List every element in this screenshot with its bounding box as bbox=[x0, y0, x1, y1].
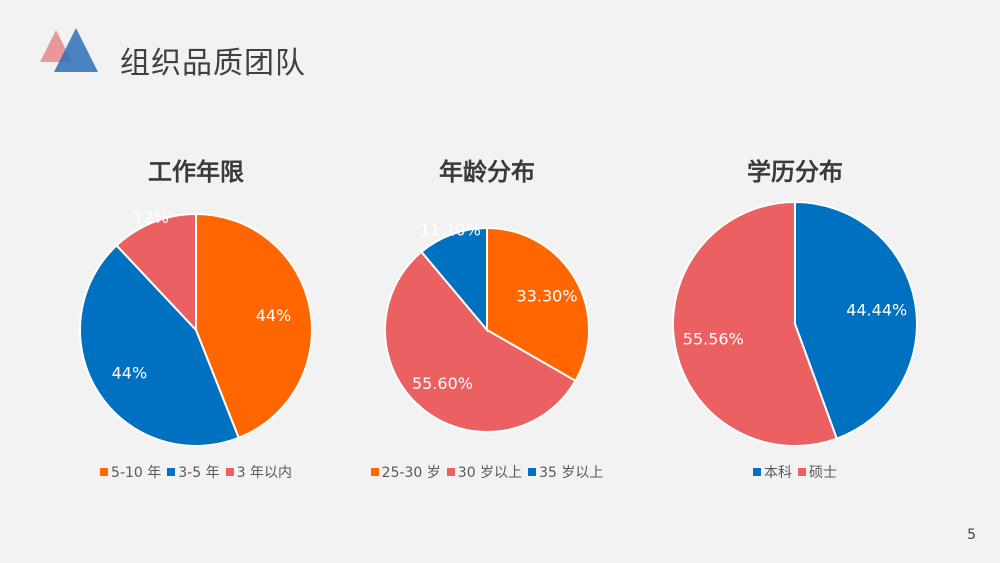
legend-swatch-icon bbox=[167, 468, 176, 476]
page-title: 组织品质团队 bbox=[120, 46, 306, 81]
legend-item: 硕士 bbox=[798, 462, 837, 482]
pie-slice bbox=[384, 250, 577, 433]
legend-item: 3 年以内 bbox=[225, 462, 292, 482]
pie-slice bbox=[420, 226, 488, 333]
chart-title: 学历分布 bbox=[747, 158, 843, 186]
data-label: 44% bbox=[256, 306, 292, 325]
pie-chart: 44.44% 55.56% bbox=[672, 200, 918, 447]
legend-label: 35 岁以上 bbox=[539, 465, 604, 481]
data-label: 44% bbox=[112, 363, 148, 382]
data-label: 12% bbox=[133, 208, 169, 227]
chart-legend: 25-30 岁 30 岁以上 35 岁以上 bbox=[337, 462, 637, 482]
legend-label: 25-30 岁 bbox=[381, 465, 441, 481]
pie-slice bbox=[486, 226, 590, 383]
data-label: 55.60% bbox=[412, 374, 473, 393]
chart-age-distribution: 年龄分布 33.30% 55.60% 11.10% 25-30 岁 30 岁以上 35 … bbox=[337, 150, 637, 490]
chart-title: 工作年限 bbox=[148, 158, 244, 186]
data-label: 55.56% bbox=[683, 329, 744, 348]
legend-swatch-icon bbox=[753, 468, 761, 476]
legend-label: 5-10 年 bbox=[111, 465, 162, 481]
legend-swatch-icon bbox=[100, 468, 109, 476]
data-label: 33.30% bbox=[517, 286, 578, 305]
legend-label: 硕士 bbox=[809, 465, 837, 481]
legend-swatch-icon bbox=[446, 468, 455, 476]
chart-legend: 5-10 年 3-5 年 3 年以内 bbox=[46, 462, 346, 482]
pie-slice bbox=[79, 244, 241, 447]
legend-item: 5-10 年 bbox=[100, 462, 161, 482]
data-label: 44.44% bbox=[846, 301, 907, 320]
legend-item: 3-5 年 bbox=[167, 462, 220, 482]
legend-swatch-icon bbox=[798, 468, 806, 476]
legend-item: 30 岁以上 bbox=[446, 462, 523, 482]
legend-swatch-icon bbox=[370, 468, 379, 476]
legend-swatch-icon bbox=[225, 468, 234, 476]
legend-item: 35 岁以上 bbox=[528, 462, 603, 482]
chart-work-years: 工作年限 44% 44% 12% 5-10 年 3-5 年 3 年以内 bbox=[46, 150, 346, 490]
pie-slice bbox=[115, 212, 197, 333]
pie-slice bbox=[794, 200, 918, 440]
legend-item: 本科 bbox=[753, 462, 792, 482]
chart-education-distribution: 学历分布 44.44% 55.56% 本科 硕士 bbox=[645, 150, 945, 490]
legend-label: 3-5 年 bbox=[178, 465, 220, 481]
legend-label: 本科 bbox=[764, 465, 792, 481]
data-label: 11.10% bbox=[420, 220, 481, 239]
chart-legend: 本科 硕士 bbox=[645, 462, 945, 482]
legend-label: 3 年以内 bbox=[236, 465, 292, 481]
pie-chart: 33.30% 55.60% 11.10% bbox=[384, 220, 590, 433]
pie-slice bbox=[672, 200, 839, 447]
legend-item: 25-30 岁 bbox=[370, 462, 441, 482]
logo-triangles-icon bbox=[40, 28, 98, 72]
legend-swatch-icon bbox=[528, 468, 537, 476]
legend-label: 30 岁以上 bbox=[457, 465, 523, 481]
pie-slice bbox=[195, 212, 313, 440]
pie-chart: 44% 44% 12% bbox=[79, 208, 313, 447]
chart-title: 年龄分布 bbox=[439, 158, 535, 186]
page-number: 5 bbox=[967, 527, 976, 543]
